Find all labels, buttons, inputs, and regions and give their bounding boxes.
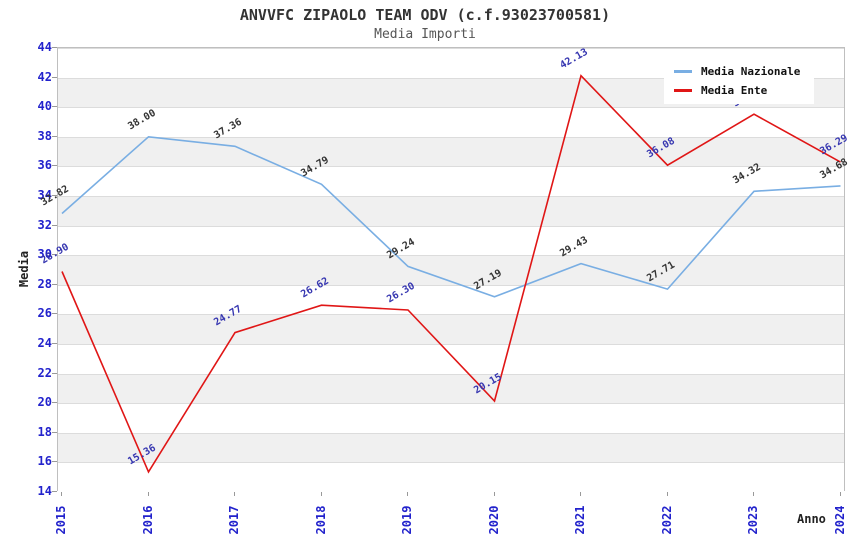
y-tick-label: 30 (37, 247, 52, 262)
y-tick-label: 36 (37, 158, 52, 173)
x-tick-label: 2017 (227, 505, 241, 535)
y-tick-mark (52, 461, 57, 463)
x-tick-label: 2015 (54, 505, 68, 535)
y-tick-mark (52, 224, 57, 226)
x-tick-label: 2023 (746, 505, 760, 535)
grid-band (58, 373, 844, 404)
y-tick-label: 42 (37, 69, 52, 84)
x-tick-mark (234, 492, 235, 496)
x-tick-mark (753, 492, 754, 496)
grid-band (58, 344, 844, 374)
y-tick-label: 32 (37, 217, 52, 232)
grid-band (58, 255, 844, 285)
legend: Media Nazionale Media Ente (664, 57, 814, 104)
grid-band (58, 166, 844, 196)
grid-band (58, 432, 844, 463)
y-tick-mark (52, 195, 57, 196)
grid-band (58, 314, 844, 344)
x-tick-label: 2018 (313, 505, 328, 535)
y-tick-label: 16 (37, 454, 52, 469)
chart-plot-area (57, 47, 845, 492)
y-tick-label: 22 (37, 365, 52, 380)
legend-item-media-ente: Media Ente (674, 81, 814, 100)
y-tick-mark (52, 106, 57, 108)
media-nazionale-swatch-icon (674, 70, 692, 73)
x-tick-mark (580, 492, 581, 496)
media-ente-line (61, 74, 841, 474)
y-tick-mark (52, 343, 57, 344)
grid-band (58, 196, 844, 226)
x-tick-label: 2020 (486, 505, 501, 535)
y-tick-mark (52, 313, 57, 315)
y-tick-label: 28 (37, 276, 52, 291)
y-tick-mark (52, 372, 57, 374)
media-ente-swatch-icon (674, 89, 692, 92)
grid-band (58, 462, 844, 492)
y-tick-mark (52, 47, 57, 48)
x-tick-mark (839, 492, 841, 496)
x-tick-label: 2019 (400, 505, 414, 535)
x-tick-label: 2021 (573, 505, 587, 535)
y-tick-label: 38 (37, 128, 52, 143)
y-tick-label: 18 (37, 424, 52, 439)
media-nazionale-line (61, 135, 841, 298)
x-tick-mark (493, 492, 495, 496)
y-tick-mark (52, 283, 57, 285)
x-tick-mark (147, 492, 149, 496)
y-tick-mark (52, 402, 57, 404)
chart-subtitle: Media Importi (374, 27, 476, 42)
y-tick-label: 26 (37, 306, 52, 321)
y-tick-label: 44 (37, 40, 52, 54)
y-tick-label: 24 (37, 336, 52, 350)
y-tick-mark (52, 431, 57, 433)
y-tick-mark (52, 165, 57, 167)
y-tick-mark (52, 254, 57, 256)
grid-band (58, 284, 844, 315)
y-tick-mark (52, 491, 57, 492)
y-tick-label: 34 (37, 188, 52, 202)
x-tick-mark (61, 492, 62, 496)
legend-label: Media Ente (701, 84, 768, 97)
y-tick-mark (52, 135, 57, 137)
x-tick-mark (407, 492, 408, 496)
y-tick-label: 40 (37, 99, 52, 114)
grid-band (58, 107, 844, 137)
x-tick-label: 2022 (659, 505, 674, 535)
y-tick-label: 14 (37, 484, 52, 498)
x-tick-label: 2016 (140, 505, 155, 535)
x-tick-mark (666, 492, 668, 496)
legend-label: Media Nazionale (701, 65, 801, 78)
x-axis-title: Anno (797, 512, 826, 526)
x-tick-label: 2024 (832, 505, 847, 535)
legend-item-media-nazionale: Media Nazionale (674, 62, 814, 81)
chart-title: ANVVFC ZIPAOLO TEAM ODV (c.f.93023700581… (239, 6, 611, 24)
y-tick-mark (52, 76, 57, 78)
grid-band (58, 225, 844, 256)
x-tick-mark (320, 492, 322, 496)
y-tick-label: 20 (37, 395, 52, 410)
